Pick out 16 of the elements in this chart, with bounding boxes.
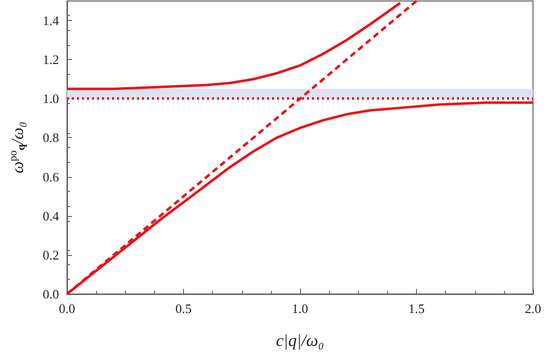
y-tick-label: 1.2 [42, 52, 59, 68]
x-tick-label: 1.5 [408, 301, 425, 316]
x-tick-label: 2.0 [524, 301, 542, 316]
y-axis-title: ωpoq/ω₀ [8, 122, 28, 174]
y-tick-label: 1.0 [42, 91, 59, 106]
x-tick-label: 0.5 [175, 301, 192, 316]
y-tick-label: 0.2 [42, 247, 59, 262]
x-tick-label: 1.0 [292, 301, 308, 316]
y-tick-label: 0.8 [42, 130, 59, 146]
line-series [66, 2, 402, 90]
y-tick-label: 0.4 [42, 208, 60, 224]
x-tick-label: 0.0 [58, 301, 76, 316]
y-tick-label: 0.6 [42, 169, 60, 184]
x-axis-title: c|q|/ω₀ [276, 331, 324, 350]
y-tick-label: 1.4 [42, 13, 60, 28]
y-tick-label: 0.0 [42, 286, 59, 302]
